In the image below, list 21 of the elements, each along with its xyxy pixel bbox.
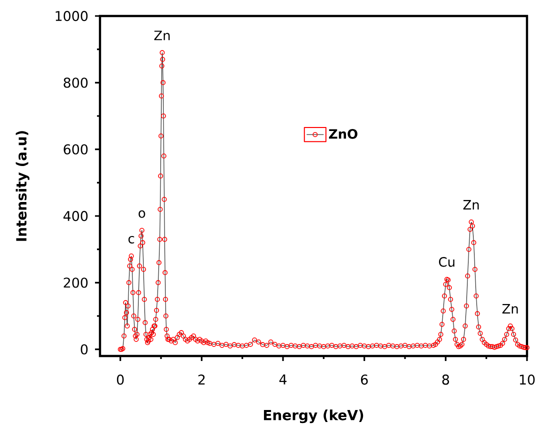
annotation: Zn [502, 304, 518, 314]
y-tick-label: 400 [63, 210, 88, 222]
y-tick-label: 200 [64, 278, 88, 288]
x-tick-label: 4 [279, 374, 287, 384]
annotation: o [138, 210, 146, 218]
y-axis-title: Intensity (a.u) [16, 131, 30, 241]
y-tick-label: 800 [64, 78, 88, 88]
x-tick-label: 0 [116, 374, 124, 385]
annotation: Cu [439, 257, 454, 267]
x-tick-label: 6 [360, 374, 368, 385]
x-tick-label: 2 [198, 374, 205, 384]
y-tick-label: 600 [64, 144, 88, 154]
annotation: Zn [154, 30, 170, 40]
x-tick-label: 8 [442, 374, 450, 385]
y-tick-label: 0 [80, 344, 88, 354]
x-tick-label: 10 [520, 374, 535, 385]
y-tick-label: 1000 [56, 10, 88, 22]
annotation: c [128, 236, 134, 244]
annotation: Zn [463, 200, 479, 210]
legend-label: ZnO [328, 129, 358, 139]
x-axis-title: Energy (keV) [264, 410, 364, 424]
